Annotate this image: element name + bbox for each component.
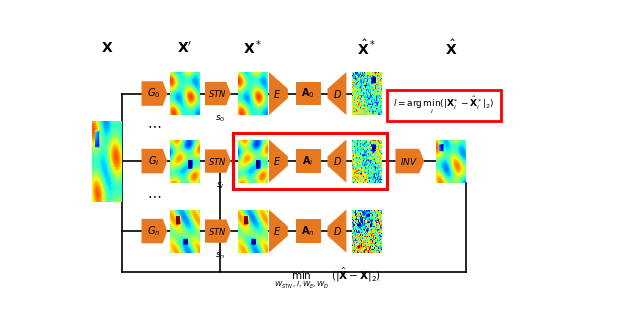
Text: $G_{n}$: $G_{n}$ — [147, 224, 161, 238]
Text: $E$: $E$ — [273, 87, 282, 100]
Polygon shape — [328, 210, 346, 253]
Bar — [296, 82, 321, 105]
Text: $\min_{W_{STN}, l, W_E, W_D}\ (|\hat{\mathbf{X}} - \mathbf{X}|_2)$: $\min_{W_{STN}, l, W_E, W_D}\ (|\hat{\ma… — [275, 266, 381, 291]
Polygon shape — [269, 210, 288, 253]
Text: $D$: $D$ — [333, 155, 342, 167]
Polygon shape — [141, 149, 167, 174]
Polygon shape — [269, 140, 288, 182]
Polygon shape — [205, 82, 231, 105]
Polygon shape — [141, 219, 167, 243]
Text: $D$: $D$ — [333, 87, 342, 100]
Polygon shape — [269, 72, 288, 115]
Text: $D$: $D$ — [333, 225, 342, 237]
Text: $\mathbf{A}_{0}$: $\mathbf{A}_{0}$ — [301, 87, 315, 100]
Text: $\mathbf{A}_{n}$: $\mathbf{A}_{n}$ — [301, 224, 315, 238]
Polygon shape — [328, 72, 346, 115]
Text: $s_n$: $s_n$ — [215, 251, 225, 261]
Text: $\cdots$: $\cdots$ — [147, 118, 161, 132]
Bar — [296, 149, 321, 173]
Text: $\mathbf{X}^*$: $\mathbf{X}^*$ — [243, 39, 262, 57]
Polygon shape — [205, 219, 231, 243]
Polygon shape — [205, 149, 231, 173]
Polygon shape — [396, 149, 424, 174]
Polygon shape — [328, 140, 346, 182]
Text: $s_0$: $s_0$ — [215, 113, 225, 123]
Text: $E$: $E$ — [273, 225, 282, 237]
Text: $\mathbf{X}$: $\mathbf{X}$ — [101, 41, 113, 55]
Bar — [296, 219, 321, 243]
Text: $STN$: $STN$ — [208, 226, 227, 237]
Text: $\mathbf{A}_{l}$: $\mathbf{A}_{l}$ — [303, 154, 314, 168]
Text: $INV$: $INV$ — [400, 156, 418, 167]
Bar — [233, 133, 387, 189]
Text: $\cdots$: $\cdots$ — [147, 189, 161, 203]
FancyBboxPatch shape — [387, 90, 501, 121]
Text: $G_{l}$: $G_{l}$ — [148, 154, 159, 168]
Text: $G_{0}$: $G_{0}$ — [147, 87, 161, 100]
Text: $s_l$: $s_l$ — [216, 181, 225, 191]
Text: $l = \arg\min_i(|\mathbf{X}_i^* - \hat{\mathbf{X}}_i^*|_2)$: $l = \arg\min_i(|\mathbf{X}_i^* - \hat{\… — [394, 94, 495, 116]
Text: $\mathbf{X}'$: $\mathbf{X}'$ — [177, 41, 193, 56]
Text: $STN$: $STN$ — [208, 156, 227, 167]
Text: $E$: $E$ — [273, 155, 282, 167]
Text: $\hat{\mathbf{X}}^*$: $\hat{\mathbf{X}}^*$ — [357, 39, 376, 58]
Text: $\hat{\mathbf{X}}$: $\hat{\mathbf{X}}$ — [445, 39, 457, 58]
Text: $STN$: $STN$ — [208, 88, 227, 99]
Polygon shape — [141, 81, 167, 106]
